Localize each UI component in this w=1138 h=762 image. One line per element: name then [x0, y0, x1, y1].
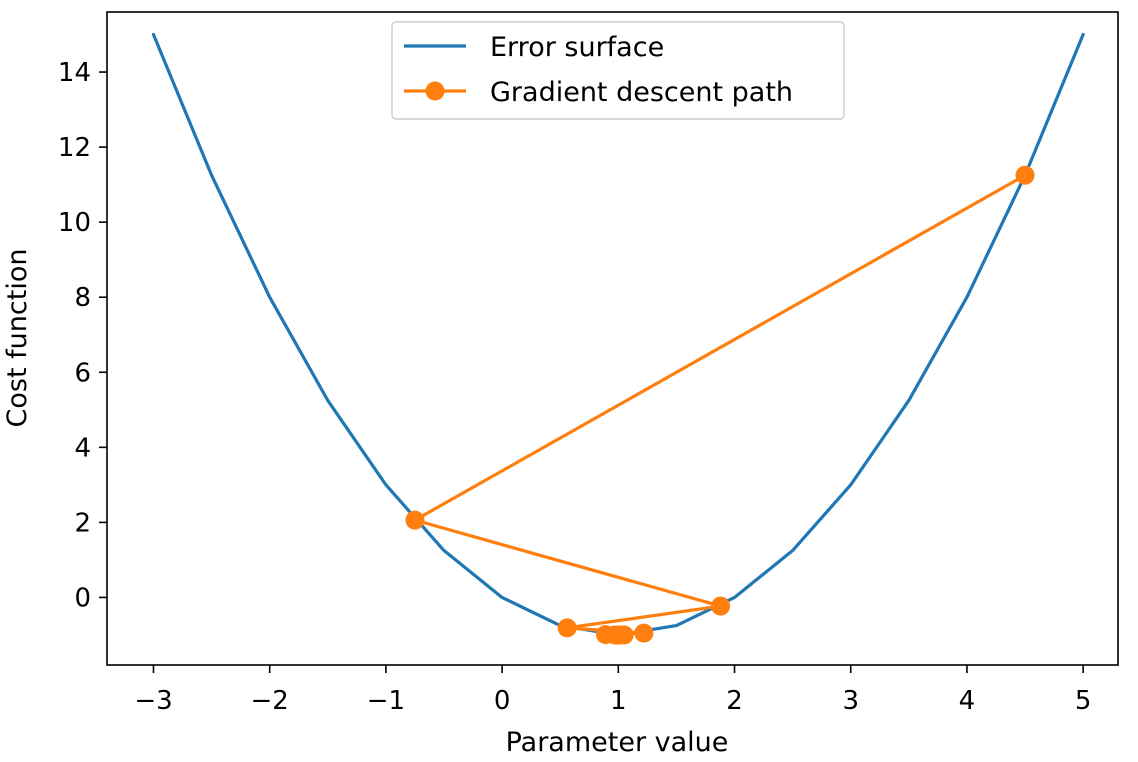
y-tick-label: 8: [74, 283, 91, 313]
data-point-gradient-descent-path: [557, 618, 577, 638]
data-point-gradient-descent-path: [405, 510, 425, 530]
plot-frame: [106, 11, 1119, 666]
x-tick-label: 5: [1075, 686, 1092, 716]
x-tick-label: 4: [959, 686, 976, 716]
legend-box: [391, 21, 845, 120]
legend-label-gradient-path: Gradient descent path: [490, 77, 793, 108]
data-point-gradient-descent-path: [608, 625, 628, 645]
x-tick-label: 2: [726, 686, 743, 716]
x-tick-label: 0: [494, 686, 511, 716]
x-tick-label: −1: [367, 686, 405, 716]
y-tick-label: 0: [74, 583, 91, 613]
y-tick-label: 6: [74, 358, 91, 388]
x-axis: −3 −2 −1 0 1 2 3 4 5: [134, 665, 1091, 716]
x-tick-label: 1: [610, 686, 627, 716]
y-tick-label: 14: [58, 58, 91, 88]
x-tick-label: 3: [842, 686, 859, 716]
y-axis-title: Cost function: [2, 249, 33, 428]
x-axis-title: Parameter value: [506, 727, 729, 758]
x-tick-label: −2: [251, 686, 289, 716]
series-line-gradient-descent-path: [413, 173, 1027, 637]
legend-label-error-surface: Error surface: [490, 32, 664, 63]
data-point-gradient-descent-path: [711, 596, 731, 616]
y-axis: 0 2 4 6 8 10 12 14: [58, 58, 107, 613]
y-tick-label: 2: [74, 508, 91, 538]
y-tick-label: 10: [58, 208, 91, 238]
plot-area: [151, 32, 1085, 645]
legend-swatch-marker: [425, 81, 445, 101]
y-tick-label: 12: [58, 133, 91, 163]
series-line-error-surface: [151, 32, 1085, 637]
legend: Error surface Gradient descent path: [391, 21, 845, 120]
x-tick-label: −3: [134, 686, 172, 716]
data-point-gradient-descent-path: [634, 623, 654, 643]
y-tick-label: 4: [74, 433, 91, 463]
data-point-gradient-descent-path: [1015, 165, 1035, 185]
